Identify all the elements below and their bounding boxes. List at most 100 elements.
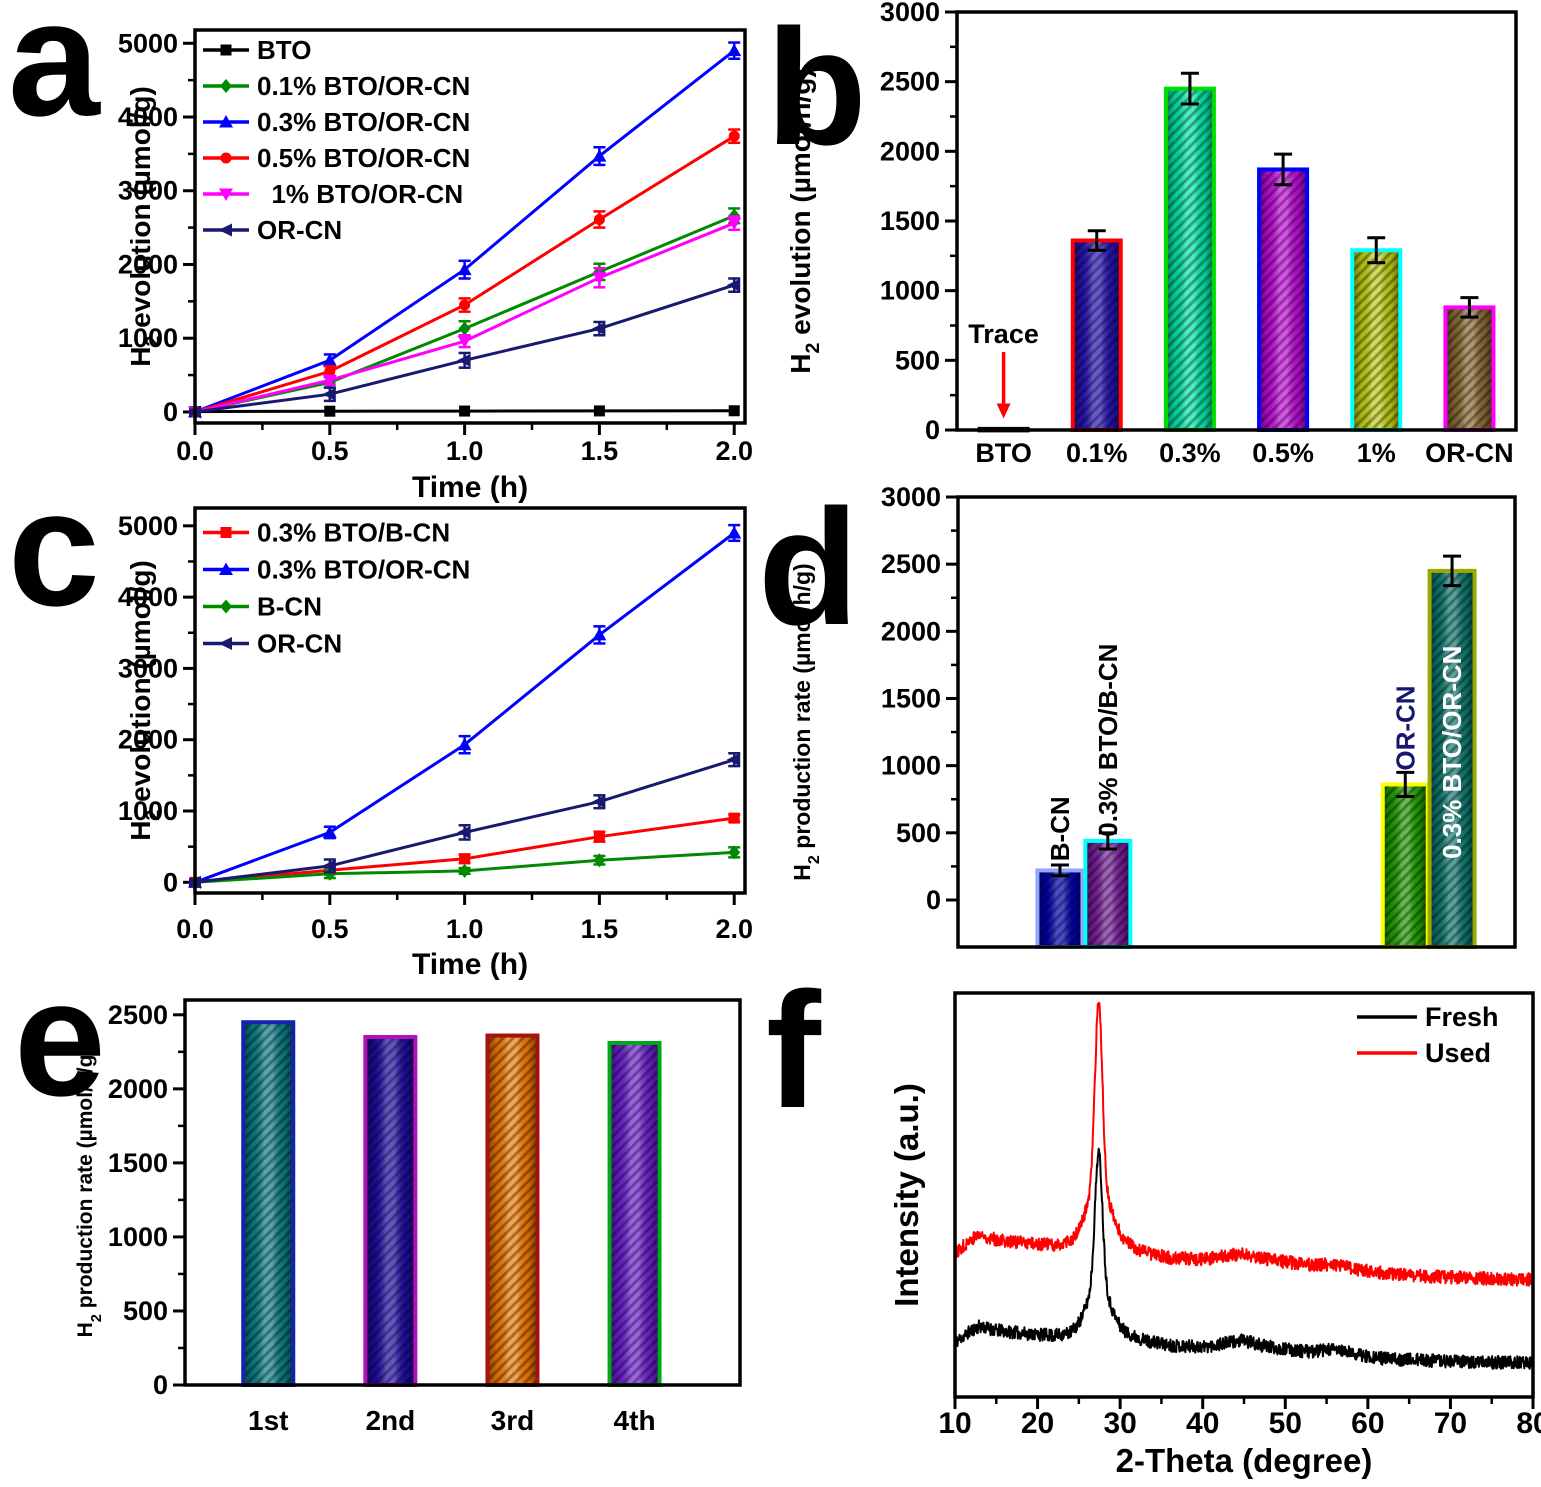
bar-hatch xyxy=(1429,570,1475,947)
marker xyxy=(458,863,471,878)
marker xyxy=(728,812,740,824)
y-axis: 0 1000 2000 3000 4000 5000 xyxy=(118,28,195,427)
x-axis: 0.0 0.5 1.0 1.5 2.0 xyxy=(176,893,753,944)
marker xyxy=(593,213,605,225)
y-tick-label: 1000 xyxy=(108,1222,168,1252)
legend-label: OR-CN xyxy=(257,629,342,659)
plot-frame xyxy=(193,506,747,895)
x-axis: 0.0 0.5 1.0 1.5 2.0 xyxy=(176,423,753,466)
legend-item-0-5-bto-or-cn: 0.5% BTO/OR-CN xyxy=(203,143,470,173)
y-tick-label: 2500 xyxy=(880,67,940,97)
marker xyxy=(593,853,606,868)
bar-hatch xyxy=(1072,240,1121,430)
bar-label: 0.3% BTO/OR-CN xyxy=(1437,646,1467,859)
y-tick-label: 5000 xyxy=(118,511,178,541)
y-tick-label: 3000 xyxy=(118,653,178,683)
marker xyxy=(727,525,742,539)
marker xyxy=(593,405,605,417)
trace-label: Trace xyxy=(968,319,1039,349)
x-tick-label: 50 xyxy=(1269,1407,1302,1440)
bar-1 xyxy=(1350,236,1403,432)
plot-frame xyxy=(183,998,742,1387)
trace-arrowhead-icon xyxy=(996,403,1011,419)
legend-label: 0.3% BTO/OR-CN xyxy=(257,555,470,585)
legend-label: 0.3% BTO/OR-CN xyxy=(257,107,470,137)
y-tick-label: 2500 xyxy=(881,549,941,579)
plot-frame xyxy=(955,10,1518,432)
category-label: 0.1% xyxy=(1066,438,1128,468)
marker xyxy=(728,130,740,142)
y-tick-label: 2000 xyxy=(118,725,178,755)
y-tick-label: 500 xyxy=(895,345,940,375)
y-tick-label: 2000 xyxy=(118,249,178,279)
y-tick-label: 500 xyxy=(896,818,941,848)
x-tick-label: 2.0 xyxy=(715,436,753,466)
x-tick-label: 1.5 xyxy=(581,914,619,944)
y-tick-label: 0 xyxy=(925,415,940,445)
bar-or-cn xyxy=(1380,770,1430,949)
legend-item-1-bto-or-cn: 1% BTO/OR-CN xyxy=(203,179,463,209)
marker xyxy=(459,405,471,417)
marker xyxy=(220,527,232,538)
marker xyxy=(220,599,232,614)
marker xyxy=(457,262,472,276)
x-tick-label: 10 xyxy=(938,1407,971,1440)
y-tick-label: 0 xyxy=(163,867,178,897)
marker xyxy=(726,753,741,767)
marker xyxy=(322,859,336,873)
marker xyxy=(727,43,742,57)
y-tick-label: 1000 xyxy=(881,751,941,781)
y-axis-label: H2 evolution (µmol/g) xyxy=(125,560,164,841)
marker xyxy=(728,405,740,417)
y-tick-label: 2500 xyxy=(108,1000,168,1030)
panel-c-letter: c xyxy=(8,456,100,640)
x-tick-label: 1.0 xyxy=(446,914,484,944)
bar-2nd xyxy=(363,1035,418,1388)
marker xyxy=(324,405,336,417)
marker xyxy=(457,335,472,349)
x-axis-label: Time (h) xyxy=(412,948,528,981)
marker xyxy=(592,149,607,162)
x-axis-label: Time (h) xyxy=(412,471,528,504)
y-tick-label: 0 xyxy=(926,885,941,915)
legend-item-0-3-bto-or-cn: 0.3% BTO/OR-CN xyxy=(203,555,470,585)
category-label: 4th xyxy=(614,1405,656,1436)
marker xyxy=(592,627,607,641)
legend-item-b-cn: B-CN xyxy=(203,592,322,622)
y-axis: 0 500 1000 1500 2000 2500 xyxy=(108,1000,185,1400)
marker xyxy=(220,152,232,164)
legend: BTO 0.1% BTO/OR-CN 0.3% BTO/OR-CN 0.5% BTO/… xyxy=(203,35,470,245)
bar-hatch xyxy=(1085,840,1131,947)
marker xyxy=(592,272,607,285)
legend-label: 0.5% BTO/OR-CN xyxy=(257,143,470,173)
x-tick-label: 0.0 xyxy=(176,436,214,466)
marker xyxy=(322,387,336,401)
legend-label: Fresh xyxy=(1425,1002,1499,1032)
category-label: OR-CN xyxy=(1425,438,1514,468)
marker xyxy=(728,845,741,860)
bar-hatch xyxy=(1382,784,1428,947)
y-axis: 0 500 1000 1500 2000 2500 3000 xyxy=(880,0,957,445)
marker xyxy=(220,79,232,93)
category-label: 2nd xyxy=(365,1405,415,1436)
y-tick-label: 4000 xyxy=(118,102,178,132)
y-axis-label: H2 production rate (µmol/h/g) xyxy=(74,1048,105,1338)
category-label: 0.5% xyxy=(1252,438,1314,468)
marker xyxy=(457,737,472,751)
legend-item-or-cn: OR-CN xyxy=(203,629,342,659)
x-tick-label: 30 xyxy=(1103,1407,1136,1440)
panel-c-chart: 0 1000 2000 3000 4000 5000 H2 evolution (µmol/… xyxy=(118,506,753,981)
y-tick-label: 0 xyxy=(153,1370,168,1400)
marker xyxy=(591,795,606,809)
bar-1st xyxy=(241,1020,296,1387)
plot-frame xyxy=(193,28,747,425)
legend-item-used: Used xyxy=(1357,1038,1491,1068)
marker xyxy=(219,188,233,201)
y-tick-label: 1000 xyxy=(118,796,178,826)
legend: Fresh Used xyxy=(1357,1002,1499,1068)
marker xyxy=(457,353,471,367)
x-tick-label: 40 xyxy=(1186,1407,1219,1440)
marker xyxy=(593,831,605,843)
legend-item-fresh: Fresh xyxy=(1357,1002,1499,1032)
